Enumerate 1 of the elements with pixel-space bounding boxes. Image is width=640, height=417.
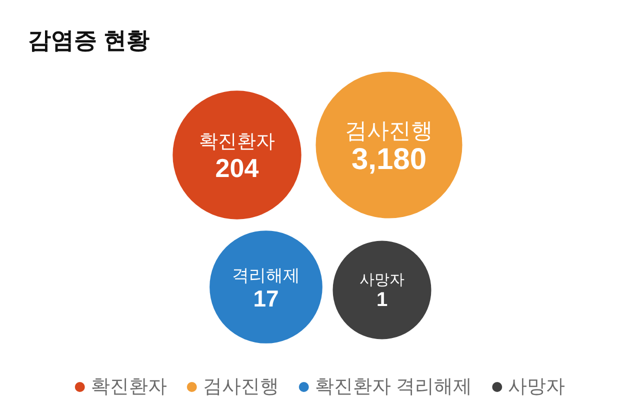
title: 감염증 현황 [28, 27, 150, 53]
